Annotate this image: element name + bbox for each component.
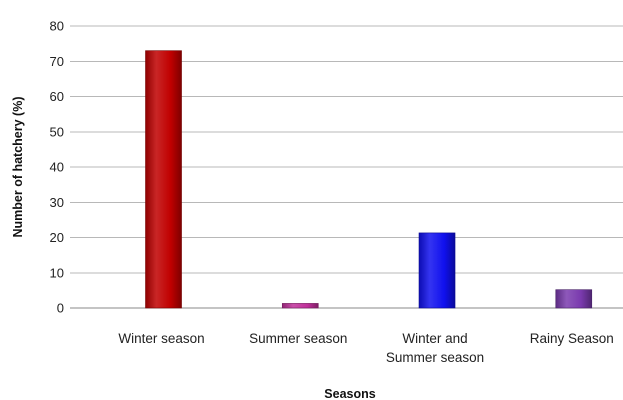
x-axis-title: Seasons xyxy=(324,387,375,400)
y-tick-label: 10 xyxy=(50,265,64,280)
y-tick-label: 50 xyxy=(50,124,64,139)
y-axis-title: Number of hatchery (%) xyxy=(11,97,25,238)
bar xyxy=(555,289,593,309)
bar xyxy=(281,303,319,309)
x-category-label: Winter season xyxy=(118,331,204,346)
y-tick-label: 30 xyxy=(50,195,64,210)
y-tick-label: 60 xyxy=(50,89,64,104)
x-category-labels: Winter season Summer season Winter and Summ… xyxy=(118,331,613,365)
y-tick-label: 40 xyxy=(50,160,64,175)
y-tick-label: 20 xyxy=(50,230,64,245)
y-tick-labels: 0 10 20 30 40 50 60 70 80 xyxy=(50,19,64,316)
y-tick-label: 80 xyxy=(50,19,64,34)
y-tick-label: 70 xyxy=(50,54,64,69)
x-category-label: Summer season xyxy=(249,331,347,346)
bar xyxy=(418,232,456,309)
x-category-label: Winter and Summer season xyxy=(386,331,484,365)
y-tick-label: 0 xyxy=(57,301,64,316)
bars xyxy=(145,50,593,309)
bar xyxy=(145,50,182,309)
x-category-label: Rainy Season xyxy=(530,331,614,346)
